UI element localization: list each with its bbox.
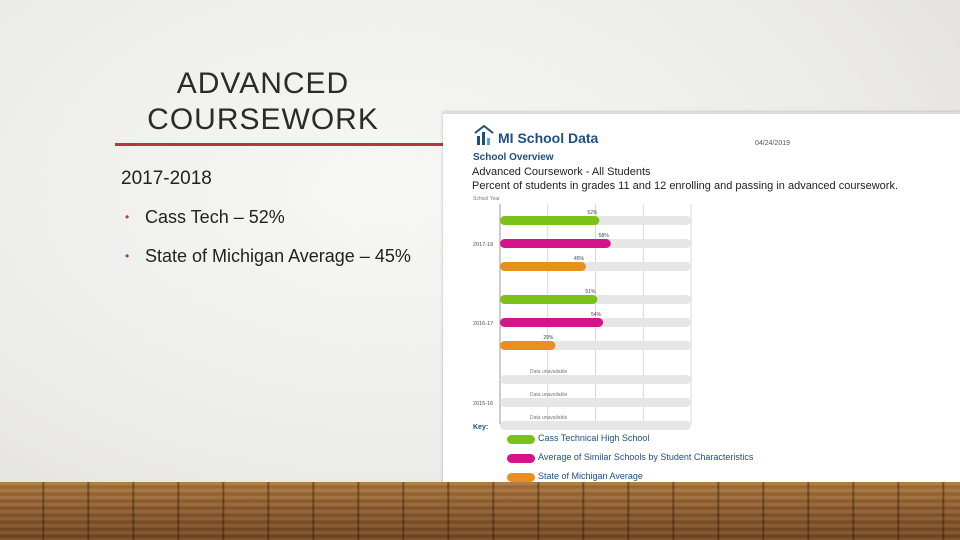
- legend-label: State of Michigan Average: [538, 471, 643, 481]
- legend-swatch: [507, 454, 535, 463]
- chart-subtitle: Percent of students in grades 11 and 12 …: [472, 180, 899, 192]
- legend-swatch: [507, 435, 535, 444]
- bar-1: [500, 318, 604, 327]
- panel-top-border: [443, 112, 960, 114]
- bullet-item: • Cass Tech – 52%: [121, 203, 421, 232]
- year-heading: 2017-2018: [121, 168, 212, 189]
- report-date: 04/24/2019: [755, 140, 791, 147]
- bullet-text: State of Michigan Average – 45%: [145, 246, 411, 266]
- unavailable-label: Data unavailable: [530, 392, 567, 398]
- brand-name: MI School Data: [498, 130, 599, 146]
- data-label: 54%: [591, 312, 602, 318]
- unavailable-label: Data unavailable: [530, 415, 567, 421]
- bar-2: [500, 341, 556, 350]
- data-label: 52%: [587, 210, 598, 216]
- data-label: 29%: [543, 335, 554, 341]
- section-heading: School Overview: [473, 152, 554, 163]
- data-label: 58%: [599, 233, 610, 239]
- category-label: 2016-17: [473, 321, 493, 327]
- legend-swatch: [507, 473, 535, 482]
- bullet-dot-icon: •: [125, 210, 130, 224]
- bar-track: [500, 421, 691, 430]
- data-label: 51%: [585, 289, 596, 295]
- bullet-dot-icon: •: [125, 249, 130, 263]
- chart-title: Advanced Coursework - All Students: [472, 166, 651, 178]
- bar-chart: School Year 2017-18 52% 58% 45% 2016-17 51% 54%…: [473, 196, 692, 430]
- bar-1: [500, 239, 611, 248]
- legend-label: Average of Similar Schools by Student Ch…: [538, 452, 754, 462]
- bar-track: [500, 398, 691, 407]
- bar-2: [500, 262, 586, 271]
- legend-label: Cass Technical High School: [538, 433, 650, 443]
- bullet-item: • State of Michigan Average – 45%: [121, 242, 421, 271]
- bar-0: [500, 295, 598, 304]
- legend-title: Key:: [473, 424, 489, 431]
- slide-title: ADVANCED COURSEWORK: [147, 67, 379, 136]
- bar-track: [500, 375, 691, 384]
- wood-floor: [0, 482, 960, 540]
- title-divider: [115, 143, 445, 146]
- bar-chart-logo-icon: [474, 124, 494, 145]
- category-label: 2017-18: [473, 242, 493, 248]
- data-label: 45%: [574, 256, 585, 262]
- unavailable-label: Data unavailable: [530, 369, 567, 375]
- axis-label: School Year: [473, 196, 500, 202]
- screenshot-panel: MI School Data 04/24/2019 School Overvie…: [443, 112, 960, 484]
- bullet-list: • Cass Tech – 52% • State of Michigan Aver…: [121, 203, 421, 281]
- bullet-text: Cass Tech – 52%: [145, 207, 285, 227]
- bar-0: [500, 216, 600, 225]
- category-label: 2015-16: [473, 401, 493, 407]
